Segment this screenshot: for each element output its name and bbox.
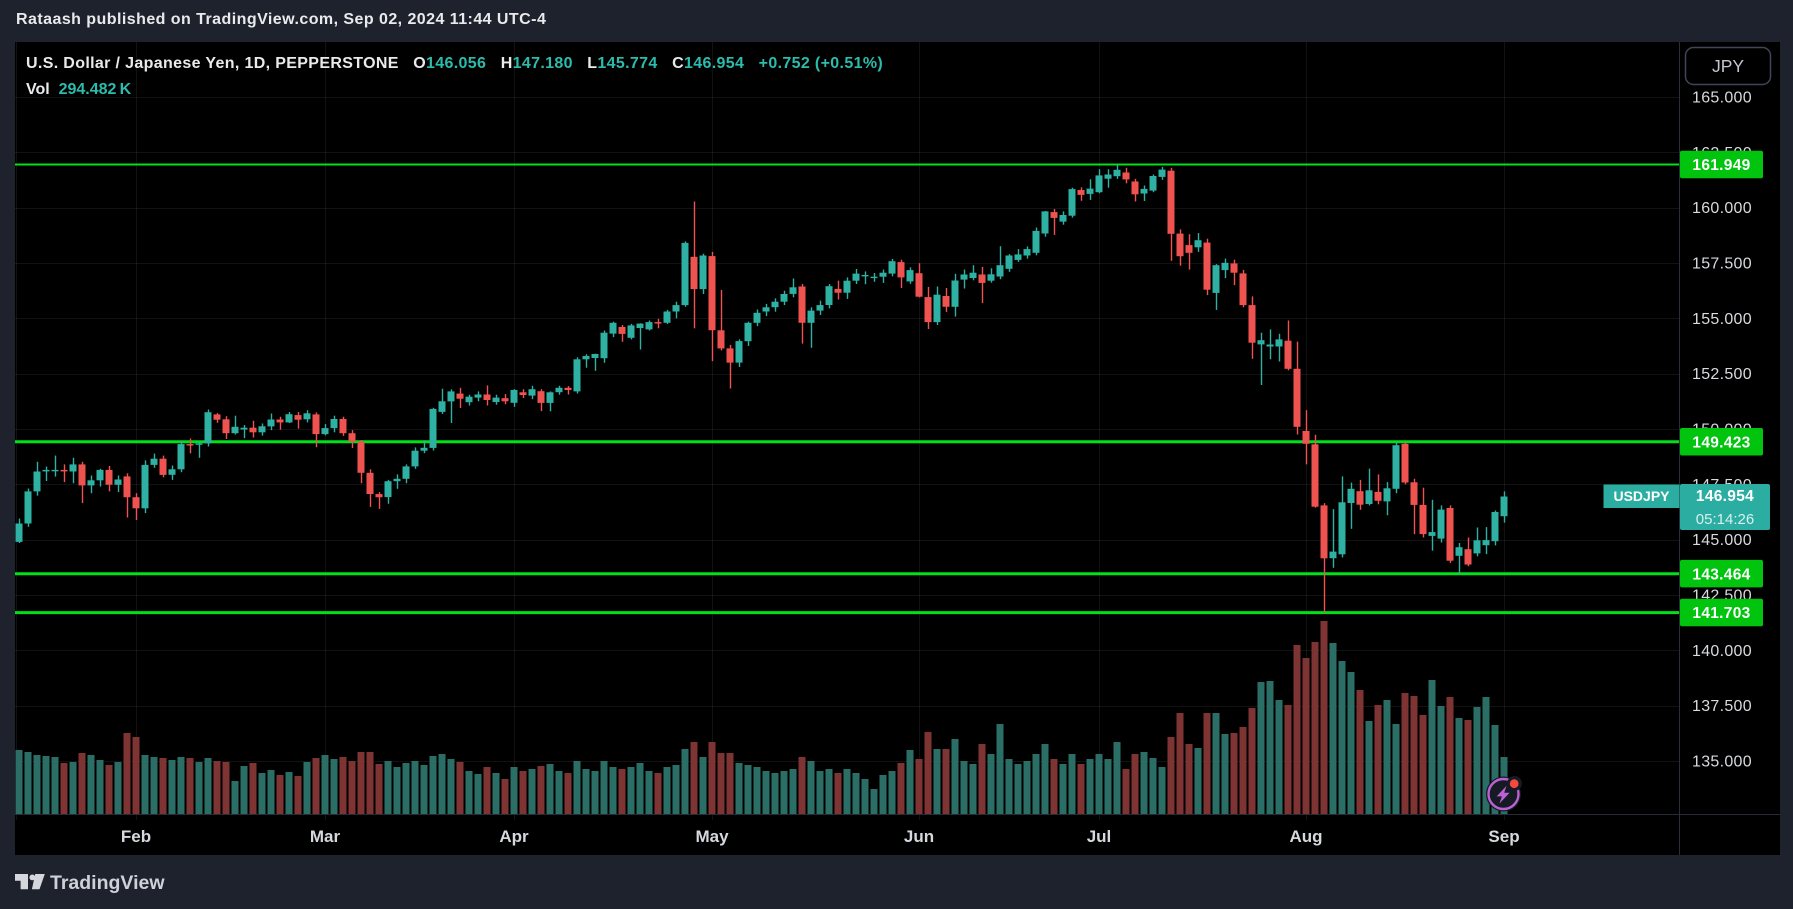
svg-text:137.500: 137.500 bbox=[1692, 698, 1752, 715]
svg-text:May: May bbox=[695, 827, 729, 846]
svg-text:155.000: 155.000 bbox=[1692, 311, 1752, 328]
svg-text:157.500: 157.500 bbox=[1692, 256, 1752, 273]
svg-text:Jun: Jun bbox=[904, 827, 934, 846]
svg-text:Feb: Feb bbox=[121, 827, 151, 846]
svg-text:JPY: JPY bbox=[1712, 56, 1744, 76]
svg-text:160.000: 160.000 bbox=[1692, 200, 1752, 217]
svg-text:Mar: Mar bbox=[310, 827, 341, 846]
svg-text:USDJPY: USDJPY bbox=[1613, 488, 1670, 504]
svg-text:135.000: 135.000 bbox=[1692, 754, 1752, 771]
svg-text:Apr: Apr bbox=[499, 827, 529, 846]
svg-text:152.500: 152.500 bbox=[1692, 366, 1752, 383]
svg-text:Sep: Sep bbox=[1488, 827, 1519, 846]
svg-text:05:14:26: 05:14:26 bbox=[1696, 511, 1754, 528]
svg-text:140.000: 140.000 bbox=[1692, 643, 1752, 660]
svg-text:149.423: 149.423 bbox=[1692, 434, 1750, 451]
svg-text:161.949: 161.949 bbox=[1692, 157, 1750, 174]
svg-text:165.000: 165.000 bbox=[1692, 90, 1752, 107]
svg-text:Aug: Aug bbox=[1289, 827, 1322, 846]
svg-text:Jul: Jul bbox=[1087, 827, 1112, 846]
svg-text:146.954: 146.954 bbox=[1696, 488, 1754, 505]
svg-text:145.000: 145.000 bbox=[1692, 532, 1752, 549]
svg-text:143.464: 143.464 bbox=[1692, 566, 1750, 583]
svg-text:141.703: 141.703 bbox=[1692, 605, 1750, 622]
